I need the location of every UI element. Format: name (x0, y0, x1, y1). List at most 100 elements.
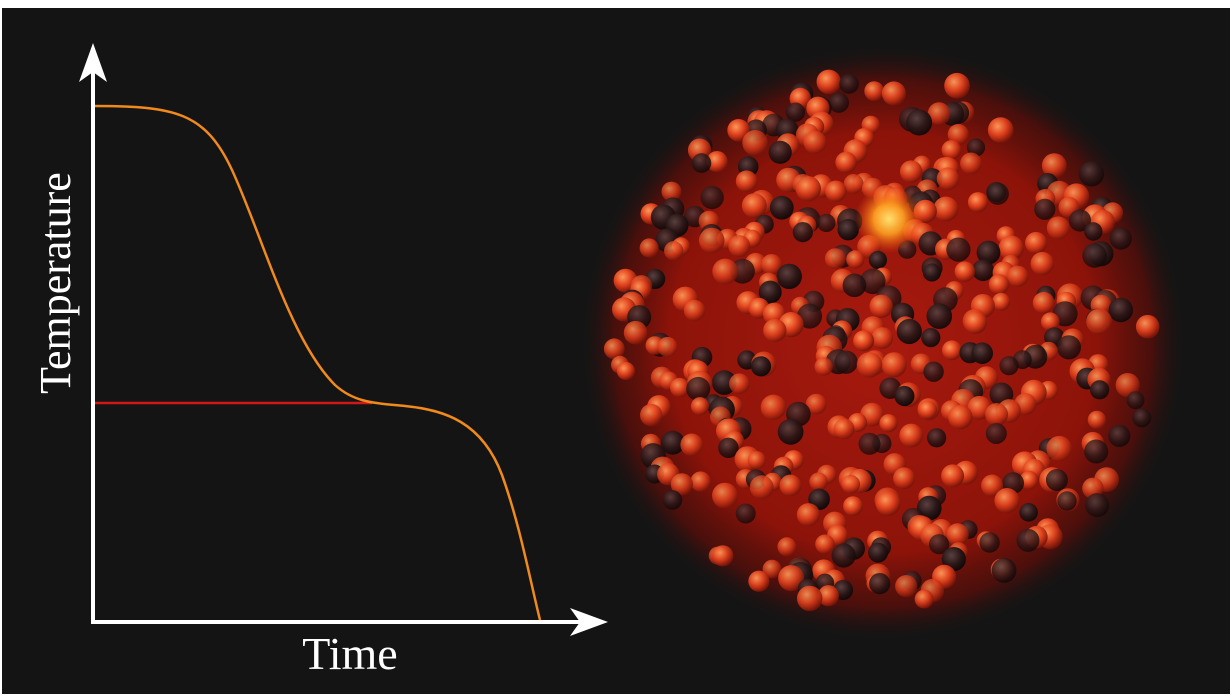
particle (1068, 209, 1092, 232)
particle (999, 356, 1019, 376)
particle (875, 491, 901, 516)
particle (972, 259, 994, 282)
particle (881, 352, 907, 378)
particle (728, 235, 751, 258)
particle (711, 370, 737, 395)
particle (778, 565, 805, 592)
particle (843, 496, 863, 516)
particle (758, 280, 782, 304)
x-axis-arrow (570, 608, 608, 636)
particle (814, 357, 833, 376)
particle (954, 261, 975, 282)
particle (1030, 251, 1055, 276)
particle (947, 123, 969, 146)
particle (986, 182, 1009, 205)
particle (824, 248, 846, 269)
particle (729, 373, 750, 395)
particle (718, 437, 739, 458)
particle (964, 311, 987, 334)
cooling-curve-diagram: Time Temperature (31, 43, 608, 679)
particle (893, 467, 915, 490)
particle (987, 117, 1014, 143)
particle (842, 273, 867, 298)
particle (856, 352, 883, 378)
particle (1086, 308, 1112, 335)
particle (923, 361, 944, 382)
particle (914, 589, 934, 609)
particle (1109, 227, 1132, 250)
particle (763, 318, 787, 343)
particle (946, 523, 969, 546)
particle (1085, 493, 1110, 518)
particle (747, 451, 766, 470)
particle (998, 235, 1024, 261)
particle (727, 119, 750, 142)
particle (670, 473, 694, 496)
particle (946, 237, 971, 262)
particle (712, 545, 734, 567)
particle (841, 474, 861, 494)
particle (944, 72, 970, 99)
particle (741, 193, 767, 219)
particle (853, 330, 875, 352)
particle (1046, 216, 1070, 240)
y-axis-label: Temperature (31, 172, 80, 394)
particle (670, 377, 690, 398)
particle (712, 482, 738, 509)
particle (796, 503, 821, 527)
particle (926, 303, 953, 330)
particle (640, 403, 663, 427)
particle (698, 227, 725, 254)
particle-cluster (578, 43, 1188, 643)
particle (929, 534, 950, 555)
particle (742, 130, 768, 156)
particle (779, 474, 802, 497)
particle (922, 263, 942, 282)
particle (1034, 198, 1056, 220)
particle (762, 559, 782, 579)
particle (749, 475, 774, 500)
particles (603, 69, 1160, 612)
cooling-curve (92, 104, 542, 621)
particle (1084, 222, 1103, 241)
particle (1082, 243, 1107, 268)
particle (1087, 410, 1107, 430)
particle (768, 140, 792, 164)
particle (815, 534, 835, 554)
particle (776, 263, 802, 290)
particle (616, 361, 636, 381)
particle (761, 254, 782, 275)
particle (657, 336, 678, 357)
particle (785, 102, 806, 122)
particle (933, 196, 959, 222)
particle (966, 138, 986, 157)
particle (825, 180, 847, 203)
particle (936, 167, 960, 190)
particle (941, 547, 966, 572)
particle (896, 318, 922, 345)
particle (662, 490, 683, 510)
particle (817, 585, 840, 607)
particle (1045, 469, 1068, 491)
y-axis-arrow (79, 43, 107, 82)
particle (623, 320, 648, 345)
particle (948, 404, 973, 430)
x-axis-label: Time (302, 628, 397, 679)
particle (869, 573, 891, 595)
particle (837, 219, 859, 241)
particle (1108, 297, 1134, 323)
particle (985, 423, 1007, 444)
particle (661, 181, 682, 202)
particle (967, 192, 989, 213)
particle (691, 153, 712, 173)
particle (748, 570, 770, 592)
particle (1032, 291, 1055, 314)
particle (660, 430, 685, 455)
particle (894, 385, 915, 407)
particle (881, 81, 906, 106)
particle (1108, 424, 1131, 447)
particle (927, 428, 947, 448)
particle (971, 342, 993, 365)
